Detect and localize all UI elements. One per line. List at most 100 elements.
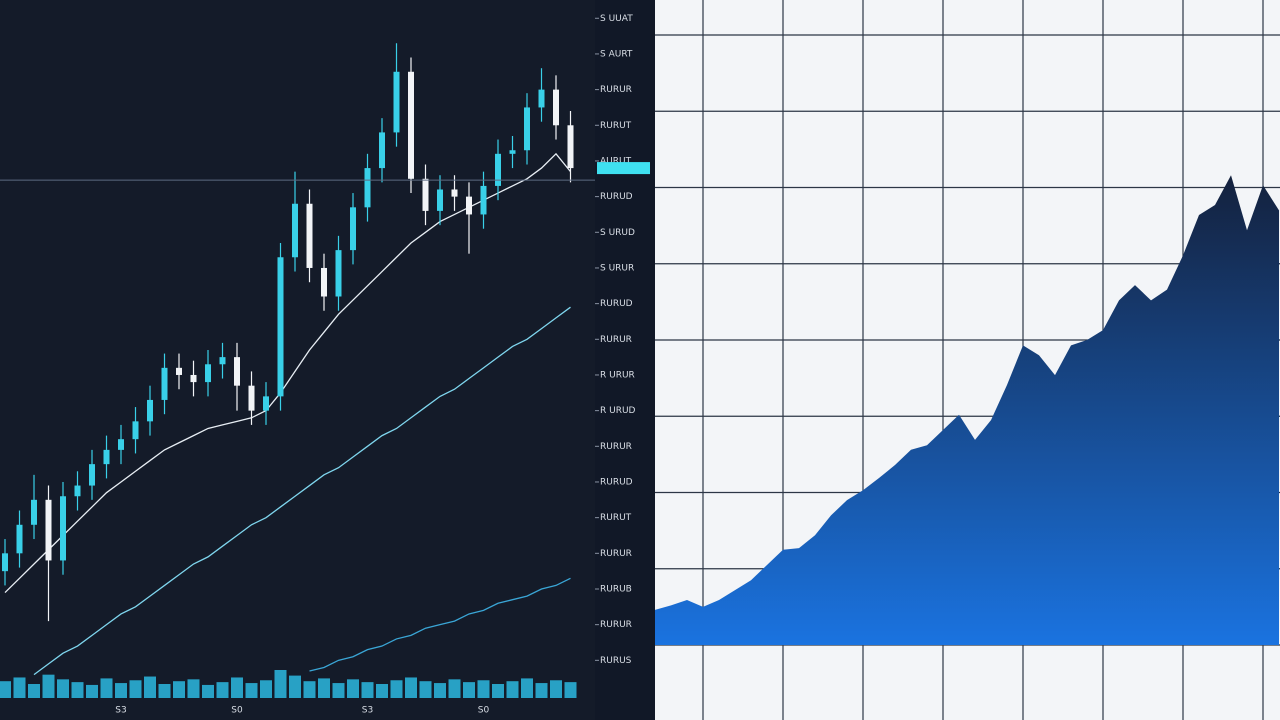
volume-bar xyxy=(419,681,432,698)
volume-bar xyxy=(448,679,461,698)
y-tick-label: RURUD xyxy=(600,477,633,487)
candle-body xyxy=(567,125,574,169)
candle-body xyxy=(31,499,37,525)
candle-body xyxy=(219,357,226,365)
y-tick-label: R URUD xyxy=(600,406,636,416)
candle-body xyxy=(118,439,124,450)
y-tick-label: S AURT xyxy=(600,49,633,59)
candle-body xyxy=(335,250,342,297)
candle-body xyxy=(466,196,472,215)
candle-body xyxy=(393,71,400,133)
candle-body xyxy=(495,153,501,186)
volume-bar xyxy=(463,682,475,698)
candle-body xyxy=(205,364,211,383)
volume-bar xyxy=(303,681,316,698)
x-tick-label: S0 xyxy=(231,706,243,716)
volume-bar xyxy=(202,684,214,698)
volume-bar xyxy=(376,684,388,698)
volume-bar xyxy=(42,674,55,698)
candle-body xyxy=(147,399,153,422)
volume-bar xyxy=(100,678,113,698)
volume-bar xyxy=(231,677,243,698)
candle-body xyxy=(437,189,443,211)
volume-bar xyxy=(434,683,446,698)
y-tick-label: RURUR xyxy=(600,620,632,630)
volume-bar xyxy=(347,679,359,698)
candle-body xyxy=(132,421,139,440)
volume-bar xyxy=(521,678,533,698)
candle-body xyxy=(451,189,458,197)
candle-body xyxy=(408,71,414,179)
candle-body xyxy=(60,496,66,561)
candle-body xyxy=(103,449,110,465)
volume-bar xyxy=(173,681,185,698)
candle-body xyxy=(509,150,516,154)
volume-bar xyxy=(260,680,272,698)
candle-body xyxy=(538,89,545,108)
y-tick-label: RURUS xyxy=(600,656,632,666)
candle-body xyxy=(350,207,356,251)
candle-body xyxy=(176,367,182,375)
y-tick-label: RURUR xyxy=(600,85,632,95)
candle-body xyxy=(364,168,371,208)
volume-bar xyxy=(158,684,171,698)
y-tick-label: RURUR xyxy=(600,335,632,345)
volume-bar xyxy=(332,683,345,698)
y-tick-label: RURUR xyxy=(600,549,632,559)
price-axis-panel xyxy=(595,0,655,720)
area xyxy=(655,175,1279,646)
volume-bar xyxy=(289,675,301,698)
candle-body xyxy=(306,203,313,268)
moving-average xyxy=(309,577,571,672)
y-tick-label: R URUR xyxy=(600,370,635,380)
candle-body xyxy=(190,374,197,383)
candle-body xyxy=(379,132,385,169)
candle-body xyxy=(553,89,559,126)
candle-body xyxy=(263,396,269,411)
volume-bar xyxy=(216,682,229,698)
y-tick-label: RURUT xyxy=(600,121,632,131)
y-tick-label: S URUD xyxy=(600,228,635,238)
candle-body xyxy=(161,367,168,400)
candle-body xyxy=(74,485,81,497)
volume-bar xyxy=(318,678,330,698)
volume-bar xyxy=(71,682,84,698)
x-tick-label: S3 xyxy=(115,706,126,716)
volume-bar xyxy=(550,680,562,698)
volume-bar xyxy=(535,683,548,698)
volume-bar xyxy=(506,681,519,698)
volume-bar xyxy=(477,680,490,698)
volume-bar xyxy=(274,670,287,698)
last-price-tag xyxy=(597,162,650,175)
y-tick-label: RURUD xyxy=(600,192,633,202)
y-tick-label: RURUR xyxy=(600,442,632,452)
volume-bar xyxy=(187,679,200,698)
volume-bar xyxy=(129,680,142,698)
volume-bar xyxy=(361,682,374,698)
x-tick-label: S0 xyxy=(478,706,490,716)
y-tick-label: S URUR xyxy=(600,263,634,273)
candle-body xyxy=(248,385,255,411)
y-tick-label: S UUAT xyxy=(600,14,633,24)
candle-body xyxy=(2,553,8,572)
candle-body xyxy=(321,267,327,297)
candle-body xyxy=(480,185,487,215)
volume-bar xyxy=(492,684,504,698)
x-tick-label: S3 xyxy=(362,706,373,716)
candle-panel xyxy=(0,0,655,720)
candle-body xyxy=(292,203,298,258)
volume-bar xyxy=(144,676,156,698)
candle-body xyxy=(524,107,530,151)
volume-bar xyxy=(564,682,577,698)
volume-bar xyxy=(0,681,11,698)
volume-bar xyxy=(13,677,26,698)
volume-bar xyxy=(57,679,69,698)
volume-bar xyxy=(245,683,258,698)
volume-bar xyxy=(390,680,403,698)
candle-body xyxy=(234,357,240,386)
candle-body xyxy=(16,524,23,554)
volume-bar xyxy=(86,684,98,698)
volume-bar xyxy=(115,683,127,698)
candle-body xyxy=(422,178,429,211)
